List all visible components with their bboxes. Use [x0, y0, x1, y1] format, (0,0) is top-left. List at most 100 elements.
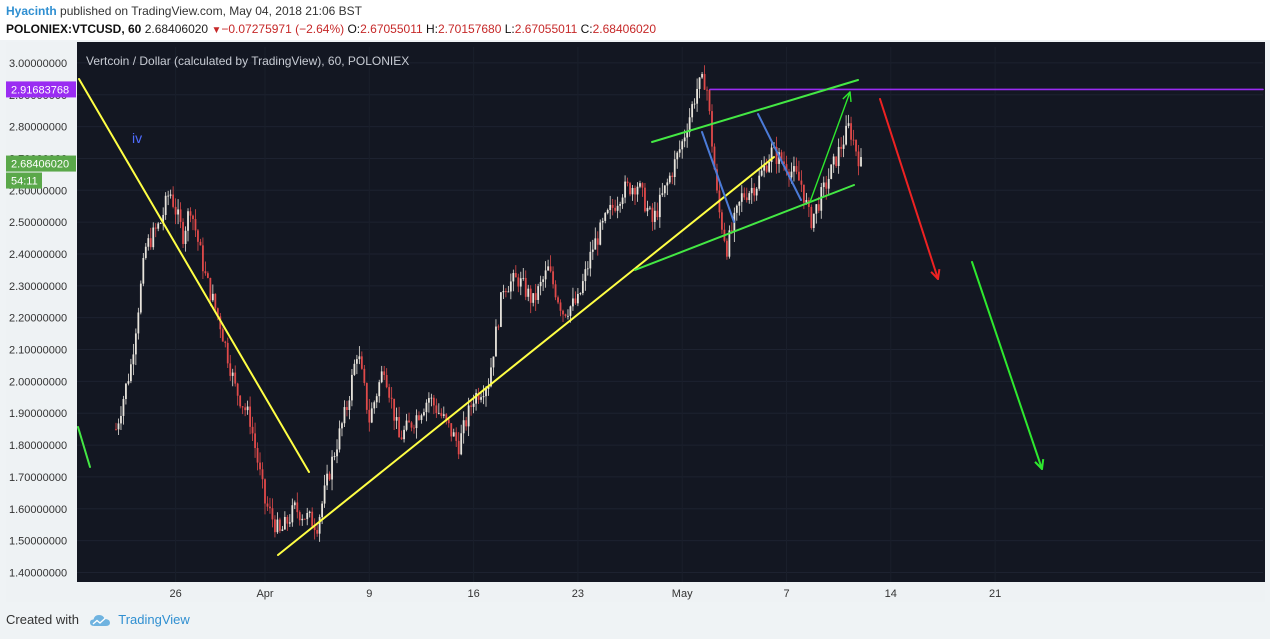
- candle-body: [646, 207, 649, 212]
- candle-body: [209, 277, 212, 301]
- candle-body: [619, 204, 622, 206]
- candle-body: [507, 291, 510, 293]
- candle-body: [785, 164, 788, 172]
- candle-body: [142, 257, 145, 284]
- candle-body: [544, 270, 547, 280]
- candle-body: [755, 188, 758, 196]
- candle-body: [234, 372, 237, 384]
- low-label: L:: [504, 22, 515, 36]
- candle-body: [120, 415, 122, 424]
- candle-body: [134, 333, 137, 355]
- candle-body: [149, 238, 152, 248]
- candle-body: [445, 414, 448, 420]
- candle-body: [529, 288, 532, 303]
- chart-container[interactable]: 3.000000002.900000002.800000002.70000000…: [6, 42, 1265, 602]
- candle-body: [758, 175, 761, 189]
- close-value: 2.68406020: [592, 22, 657, 36]
- candle-body: [564, 314, 567, 316]
- candle-body: [793, 166, 795, 172]
- candle-body: [167, 195, 170, 197]
- candle-body: [321, 503, 324, 518]
- price-chart[interactable]: 3.000000002.900000002.800000002.70000000…: [6, 42, 1265, 602]
- candle-body: [519, 278, 522, 287]
- tradingview-brand[interactable]: TradingView: [118, 612, 190, 627]
- candle-body: [313, 526, 316, 531]
- plot-area: [77, 47, 1263, 582]
- candle-body: [693, 103, 696, 105]
- candle-body: [696, 88, 698, 104]
- candle-body: [291, 505, 294, 523]
- candle-body: [487, 386, 490, 389]
- candle-body: [360, 356, 363, 369]
- candle-body: [298, 512, 301, 521]
- candle-body: [425, 402, 428, 413]
- candle-body: [639, 183, 641, 187]
- current-price-badge-bg: [6, 155, 76, 172]
- resistance-price-badge: 2.91683768: [11, 84, 69, 96]
- candle-body: [596, 238, 599, 245]
- projection-down-arrow-head: [930, 268, 941, 280]
- candle-body: [261, 469, 264, 480]
- candle-body: [388, 387, 391, 398]
- x-axis: 26 Apr 9 16 23 May 7 14 21: [169, 588, 1001, 600]
- publish-line: Hyacinth published on TradingView.com, M…: [6, 4, 362, 18]
- candle-body: [609, 204, 612, 211]
- tradingview-cloud-icon[interactable]: [89, 614, 111, 627]
- candle-body: [768, 162, 771, 172]
- candle-body: [306, 512, 309, 520]
- created-with-text: Created with: [6, 612, 79, 627]
- candle-body: [500, 292, 502, 327]
- candle-body: [790, 171, 793, 178]
- candle-body: [393, 398, 396, 421]
- candle-body: [671, 175, 674, 178]
- candle-body: [303, 518, 306, 520]
- candle-body: [842, 144, 845, 149]
- candle-body: [189, 211, 192, 216]
- candle-body: [798, 171, 800, 181]
- candle-body: [616, 205, 619, 211]
- candle-body: [763, 165, 766, 171]
- x-tick-label: 7: [783, 588, 789, 600]
- candle-body: [470, 405, 473, 407]
- candle-body: [249, 406, 251, 427]
- candle-body: [651, 207, 654, 222]
- candle-body: [581, 281, 584, 294]
- candle-body: [509, 281, 512, 292]
- author-name[interactable]: Hyacinth: [6, 4, 57, 18]
- candle-body: [266, 503, 269, 507]
- candle-body: [467, 405, 470, 427]
- candle-body: [254, 433, 256, 448]
- candle-body: [338, 428, 341, 450]
- candle-body: [817, 204, 820, 211]
- y-tick-label: 1.40000000: [9, 567, 67, 579]
- candle-body: [847, 123, 850, 126]
- y-tick-label: 3.00000000: [9, 58, 67, 70]
- candle-body: [137, 312, 140, 334]
- candle-body: [206, 273, 209, 278]
- candle-body: [326, 473, 328, 486]
- y-tick-label: 2.10000000: [9, 345, 67, 357]
- x-tick-label: 23: [572, 588, 584, 600]
- candle-body: [517, 277, 520, 287]
- candle-body: [144, 246, 147, 258]
- candle-body: [182, 221, 184, 244]
- candle-body: [187, 211, 189, 231]
- candle-body: [132, 354, 135, 365]
- candle-body: [840, 146, 843, 149]
- candle-body: [810, 206, 813, 228]
- candle-body: [666, 182, 669, 186]
- y-tick-label: 1.80000000: [9, 440, 67, 452]
- footer: Created with TradingView: [6, 612, 190, 627]
- candle-body: [594, 238, 597, 250]
- candle-body: [432, 397, 435, 406]
- candle-body: [395, 417, 398, 421]
- candle-body: [522, 277, 525, 279]
- candle-body: [130, 364, 132, 382]
- candle-body: [572, 298, 574, 307]
- candle-body: [783, 161, 785, 165]
- candle-body: [701, 74, 703, 78]
- candle-body: [343, 407, 346, 424]
- candle-body: [832, 156, 835, 165]
- candle-body: [435, 405, 438, 414]
- candle-body: [331, 456, 333, 480]
